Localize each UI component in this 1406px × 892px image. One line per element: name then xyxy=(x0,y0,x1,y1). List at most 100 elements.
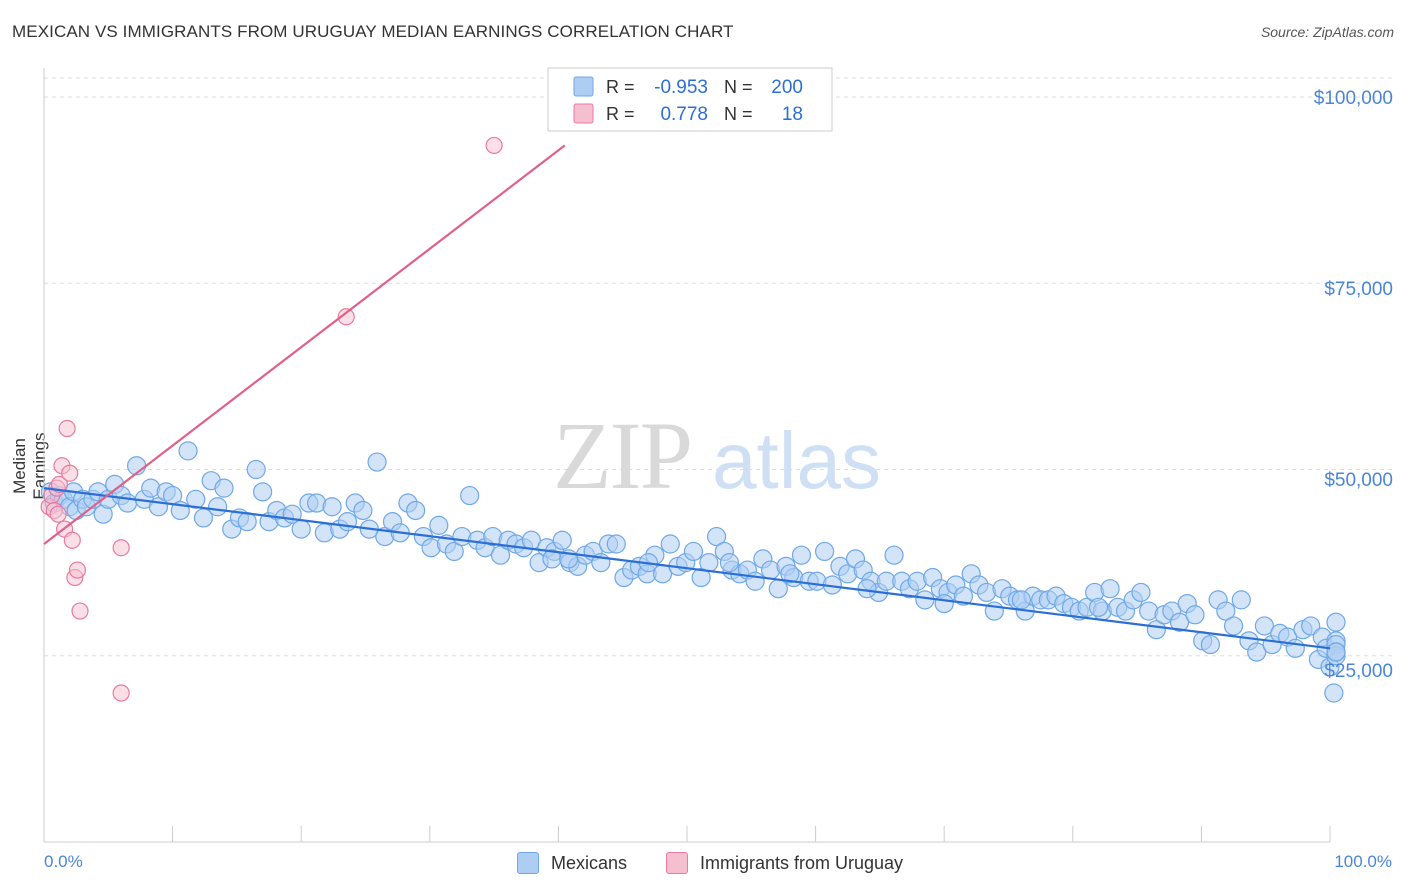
point-mexicans-91 xyxy=(699,553,719,573)
legend-r-label-1: R = xyxy=(606,77,635,97)
legend-r-value-1: -0.953 xyxy=(654,77,708,98)
point-mexicans-103 xyxy=(791,545,812,565)
point-mexicans-167 xyxy=(1285,638,1305,658)
point-mexicans-92 xyxy=(706,526,727,547)
chart-title: MEXICAN VS IMMIGRANTS FROM URUGUAY MEDIA… xyxy=(12,22,734,41)
legend-swatch-uruguay xyxy=(573,103,594,124)
point-mexicans-186 xyxy=(857,579,877,599)
point-uruguay-16 xyxy=(485,136,503,155)
point-mexicans-143 xyxy=(1100,579,1120,599)
point-mexicans-162 xyxy=(1247,642,1267,662)
point-mexicans-185 xyxy=(780,564,800,584)
point-mexicans-124 xyxy=(953,586,974,606)
point-uruguay-4 xyxy=(50,475,69,493)
trend-lines xyxy=(43,144,1331,650)
point-mexicans-188 xyxy=(1011,590,1031,610)
point-uruguay-15 xyxy=(337,308,355,326)
y-tick-label-1: $50,000 xyxy=(1324,470,1393,491)
point-mexicans-89 xyxy=(683,541,704,562)
point-mexicans-106 xyxy=(815,541,835,562)
legend-n-label-1: N = xyxy=(724,77,753,97)
series-uruguay xyxy=(40,136,503,702)
y-tick-labels: $25,000 $50,000 $75,000 $100,000 xyxy=(1314,88,1393,682)
point-mexicans-31 xyxy=(237,512,257,532)
legend-swatch-uruguay-bottom xyxy=(666,852,688,874)
legend-top: R = -0.953 N = 200 R = 0.778 N = 18 xyxy=(547,67,833,132)
point-uruguay-14 xyxy=(112,684,130,702)
point-mexicans-38 xyxy=(291,519,311,539)
legend-label-mexicans: Mexicans xyxy=(551,852,628,873)
legend-item-uruguay: Immigrants from Uruguay xyxy=(666,852,903,874)
legend-n-label-2: N = xyxy=(724,104,753,124)
point-mexicans-180 xyxy=(1326,642,1346,662)
y-tick-label-2: $75,000 xyxy=(1324,279,1393,300)
y-tick-label-3: $100,000 xyxy=(1314,88,1393,109)
legend-r-label-2: R = xyxy=(606,104,635,124)
point-mexicans-58 xyxy=(444,541,464,562)
legend-top-box xyxy=(547,67,833,132)
x-tick-label-end: 100.0% xyxy=(1334,852,1392,871)
point-mexicans-33 xyxy=(253,482,273,502)
legend-bottom: Mexicans Immigrants from Uruguay xyxy=(0,852,1406,878)
point-mexicans-100 xyxy=(768,579,788,599)
point-mexicans-178 xyxy=(1326,612,1346,632)
point-mexicans-160 xyxy=(1231,590,1251,610)
legend-r-value-2: 0.778 xyxy=(660,104,708,125)
point-uruguay-8 xyxy=(61,464,79,482)
x-tick-label-start: 0.0% xyxy=(44,852,83,871)
series-mexicans xyxy=(40,441,1346,703)
gridlines xyxy=(44,77,1395,657)
point-mexicans-44 xyxy=(337,512,358,532)
point-mexicans-60 xyxy=(460,485,480,506)
point-mexicans-184 xyxy=(719,553,740,573)
point-mexicans-147 xyxy=(1131,582,1151,603)
point-uruguay-9 xyxy=(63,531,81,549)
point-mexicans-79 xyxy=(606,534,626,554)
legend-label-uruguay: Immigrants from Uruguay xyxy=(700,852,904,873)
point-mexicans-72 xyxy=(552,530,572,550)
point-mexicans-56 xyxy=(429,515,449,535)
point-mexicans-154 xyxy=(1185,605,1205,625)
legend-swatch-mexicans-bottom xyxy=(517,852,539,874)
legend-n-value-1: 200 xyxy=(771,77,803,98)
point-mexicans-152 xyxy=(1169,612,1190,632)
legend-n-value-2: 18 xyxy=(782,104,803,125)
point-mexicans-174 xyxy=(1324,683,1344,703)
point-mexicans-27 xyxy=(208,497,228,517)
y-tick-label-0: $25,000 xyxy=(1324,661,1393,682)
point-mexicans-169 xyxy=(1301,616,1321,636)
watermark-zip: ZIP xyxy=(553,402,691,509)
legend-swatch-mexicans xyxy=(573,76,594,97)
point-mexicans-156 xyxy=(1200,634,1221,655)
point-mexicans-24 xyxy=(186,489,206,509)
point-mexicans-189 xyxy=(1088,597,1109,617)
legend-item-mexicans: Mexicans xyxy=(517,852,627,874)
point-mexicans-187 xyxy=(934,593,954,614)
point-uruguay-7 xyxy=(58,419,76,438)
point-mexicans-23 xyxy=(178,441,198,461)
point-uruguay-17 xyxy=(49,505,67,523)
axes xyxy=(43,68,1331,843)
point-uruguay-12 xyxy=(71,602,89,620)
trend-mexicans xyxy=(43,487,1331,650)
point-mexicans-163 xyxy=(1254,616,1275,636)
trend-uruguay xyxy=(43,144,566,545)
point-mexicans-64 xyxy=(490,545,511,565)
point-mexicans-28 xyxy=(214,478,234,498)
point-mexicans-32 xyxy=(246,459,266,480)
watermark: ZIP atlas xyxy=(553,402,881,509)
point-mexicans-86 xyxy=(660,534,680,554)
point-mexicans-90 xyxy=(691,567,711,588)
watermark-atlas: atlas xyxy=(712,416,881,505)
point-mexicans-42 xyxy=(322,497,342,517)
point-mexicans-48 xyxy=(367,452,387,472)
source-label: Source: ZipAtlas.com xyxy=(1260,24,1394,40)
point-mexicans-158 xyxy=(1216,601,1236,621)
point-mexicans-46 xyxy=(353,500,373,521)
point-uruguay-13 xyxy=(112,539,130,557)
point-mexicans-159 xyxy=(1223,616,1244,636)
point-mexicans-53 xyxy=(406,500,426,521)
point-mexicans-115 xyxy=(884,545,904,565)
point-mexicans-119 xyxy=(915,590,935,610)
